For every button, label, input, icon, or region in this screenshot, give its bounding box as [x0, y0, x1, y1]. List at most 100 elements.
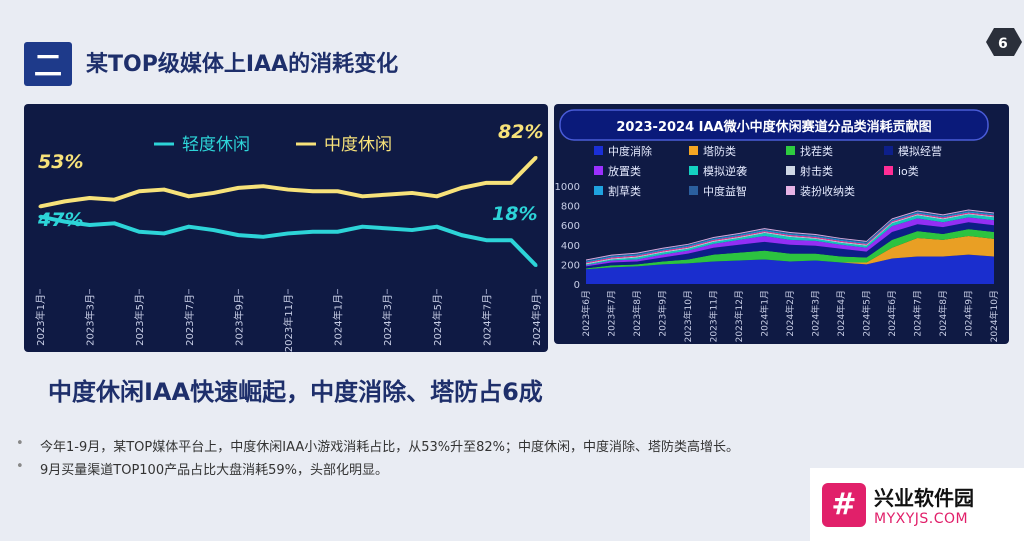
data-point: [534, 264, 538, 267]
legend-swatch: [786, 146, 795, 155]
x-tick-label: 2024年7月: [480, 294, 493, 346]
legend-swatch: [594, 166, 603, 175]
data-point: [410, 228, 414, 232]
data-point: [336, 230, 340, 234]
y-tick-label: 200: [561, 260, 580, 271]
legend-label: 射击类: [800, 164, 833, 178]
legend-swatch: [884, 166, 893, 175]
data-label: 18%: [492, 203, 537, 225]
data-point: [236, 186, 240, 190]
area-chart-panel: 2023-2024 IAA微小中度休闲赛道分品类消耗贡献图 中度消除 塔防类 找茬类模…: [554, 104, 1009, 344]
area-series: [586, 217, 994, 267]
line-chart: 轻度休闲 中度休闲 53% 47% 82% 18% 2023年1月 2023年3月 2023年5…: [34, 121, 543, 352]
legend-label: 模拟逆袭: [703, 164, 747, 178]
line-chart-panel: 轻度休闲 中度休闲 53% 47% 82% 18% 2023年1月 2023年3月 2023年5…: [24, 104, 548, 352]
data-point: [509, 181, 513, 185]
y-tick-label: 0: [574, 280, 580, 291]
y-tick-label: 600: [561, 221, 580, 232]
data-point: [38, 204, 42, 208]
legend-swatch: [594, 186, 603, 195]
data-point: [236, 233, 240, 237]
watermark-url: MYXYJS.COM: [874, 511, 969, 527]
data-point: [88, 223, 92, 227]
legend-swatch: [689, 166, 698, 175]
legend-label: 放置类: [608, 164, 641, 178]
x-tick-label: 2024年4月: [835, 290, 847, 337]
bullet-item: • 9月买量渠道TOP100产品占比大盘消耗59%，头部化明显。: [16, 459, 739, 478]
legend-label: 模拟经营: [898, 144, 942, 158]
x-tick-label: 2024年9月: [963, 290, 975, 337]
x-tick-label: 2024年7月: [912, 290, 924, 337]
legend-swatch: [884, 146, 893, 155]
x-tick-label: 2024年5月: [861, 290, 873, 337]
data-point: [137, 230, 141, 234]
data-point: [460, 186, 464, 190]
x-tick-label: 2024年9月: [530, 294, 543, 346]
data-point: [311, 189, 315, 193]
legend-label: 装扮收纳类: [800, 184, 855, 198]
legend-label: io类: [898, 164, 919, 178]
data-label: 53%: [38, 151, 83, 173]
x-tick-label: 2024年3月: [810, 290, 822, 337]
data-point: [261, 235, 265, 239]
data-point: [460, 233, 464, 237]
area-series: [586, 222, 994, 269]
data-point: [484, 238, 488, 242]
data-point: [112, 221, 116, 225]
legend-swatch: [786, 166, 795, 175]
x-tick-label: 2023年12月: [733, 290, 745, 342]
data-label: 47%: [37, 209, 83, 231]
chart-title-box: [559, 109, 989, 141]
x-tick-label: 2023年7月: [183, 294, 196, 346]
area-chart: 2023-2024 IAA微小中度休闲赛道分品类消耗贡献图中度消除 塔防类 找茬类模…: [555, 109, 1000, 342]
data-point: [360, 194, 364, 198]
x-tick-label: 2023年7月: [606, 290, 618, 337]
bullet-dot-icon: •: [16, 436, 24, 451]
data-point: [360, 225, 364, 229]
y-tick-label: 1000: [555, 182, 580, 193]
bullet-item: • 今年1-9月，某TOP媒体平台上，中度休闲IAA小游戏消耗占比，从53%升至…: [16, 436, 739, 455]
data-label: 82%: [498, 121, 543, 143]
area-series: [586, 235, 994, 270]
legend-label: 割草类: [608, 184, 641, 198]
data-point: [212, 191, 216, 195]
data-point: [336, 189, 340, 193]
x-tick-label: 2024年8月: [937, 290, 949, 337]
bullet-text: 9月买量渠道TOP100产品占比大盘消耗59%，头部化明显。: [40, 463, 388, 478]
area-series: [586, 229, 994, 270]
legend-label: 中度益智: [703, 184, 747, 198]
y-tick-label: 400: [561, 241, 580, 252]
data-point: [534, 156, 538, 159]
area-series: [586, 214, 994, 266]
x-tick-label: 2023年9月: [657, 290, 669, 337]
data-point: [435, 194, 439, 198]
x-tick-label: 2024年2月: [784, 290, 796, 337]
y-tick-label: 800: [561, 202, 580, 213]
data-point: [484, 181, 488, 185]
x-tick-label: 2023年11月: [708, 290, 720, 342]
data-point: [410, 191, 414, 195]
watermark-name: 兴业软件园: [874, 486, 974, 510]
x-tick-label: 2023年6月: [580, 290, 592, 337]
data-point: [88, 196, 92, 200]
bullet-dot-icon: •: [16, 459, 24, 474]
data-point: [509, 238, 513, 242]
legend-label: 塔防类: [703, 144, 736, 158]
data-point: [112, 198, 116, 202]
watermark: # 兴业软件园 MYXYJS.COM: [810, 468, 1024, 541]
data-point: [187, 225, 191, 229]
x-tick-label: 2024年1月: [759, 290, 771, 337]
data-point: [385, 193, 389, 197]
x-tick-label: 2023年9月: [232, 294, 245, 346]
chart-title: 2023-2024 IAA微小中度休闲赛道分品类消耗贡献图: [616, 119, 931, 135]
data-point: [187, 194, 191, 198]
data-point: [261, 184, 265, 188]
x-tick-label: 2023年1月: [34, 294, 47, 346]
x-tick-label: 2023年11月: [282, 294, 295, 352]
x-tick-label: 2023年3月: [84, 294, 97, 346]
legend-label: 中度休闲: [324, 135, 392, 155]
svg-text:6: 6: [998, 36, 1008, 52]
x-tick-label: 2023年10月: [682, 290, 694, 342]
data-point: [435, 225, 439, 229]
data-point: [385, 226, 389, 230]
